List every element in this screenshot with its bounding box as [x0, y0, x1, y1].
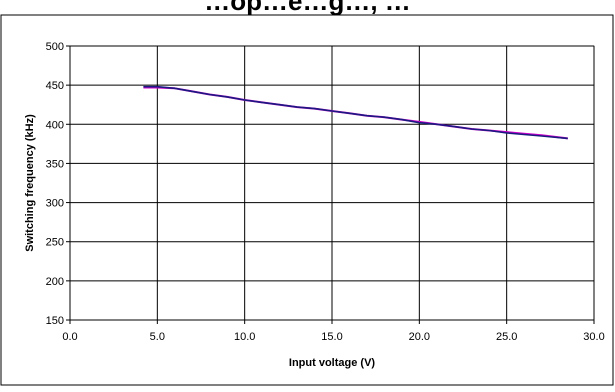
- y-tick-label: 350: [46, 158, 64, 170]
- x-tick-label: 20.0: [409, 331, 430, 343]
- x-tick-label: 30.0: [583, 331, 604, 343]
- y-tick-label: 200: [46, 276, 64, 288]
- x-tick-label: 0.0: [62, 331, 77, 343]
- y-tick-label: 250: [46, 237, 64, 249]
- y-tick-label: 300: [46, 198, 64, 210]
- x-tick-label: 10.0: [234, 331, 255, 343]
- axes: [66, 45, 595, 324]
- x-tick-label: 5.0: [150, 331, 165, 343]
- y-tick-label: 400: [46, 119, 64, 131]
- y-tick-label: 150: [46, 315, 64, 327]
- x-tick-label: 25.0: [496, 331, 517, 343]
- y-axis-label: Switching frequency (kHz): [24, 114, 36, 252]
- series-lines: [143, 85, 568, 140]
- tick-labels: 0.0 5.0 10.0 15.0 20.0 25.0 30.0 150 200 250 300 35…: [46, 41, 605, 343]
- series-line-2: [143, 85, 568, 140]
- y-tick-label: 500: [46, 41, 64, 53]
- y-tick-label: 450: [46, 80, 64, 92]
- chart-title: …op…e…g…, …: [204, 0, 411, 16]
- chart-border: [0, 14, 614, 386]
- x-tick-label: 15.0: [321, 331, 342, 343]
- x-axis-label: Input voltage (V): [289, 357, 376, 369]
